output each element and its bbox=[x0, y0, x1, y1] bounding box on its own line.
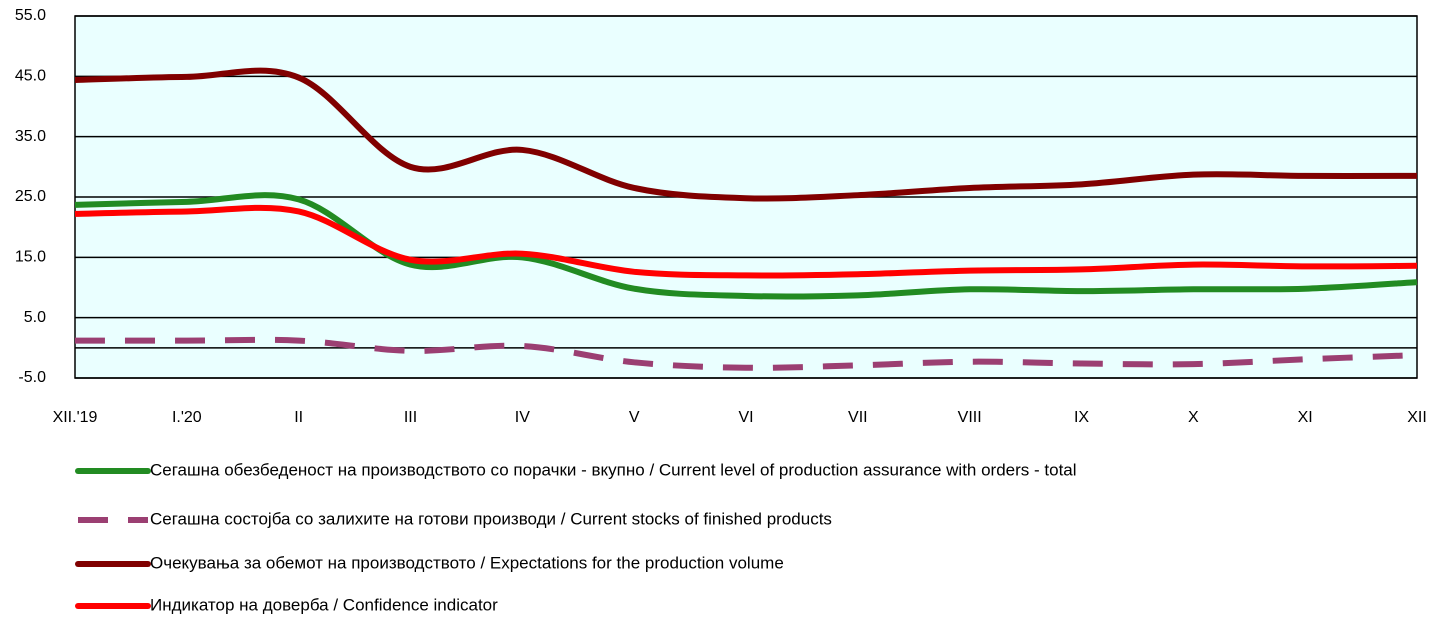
x-tick-label: VIII bbox=[958, 409, 982, 426]
y-tick-label: -5.0 bbox=[18, 369, 46, 386]
x-tick-label: XII bbox=[1407, 409, 1427, 426]
legend-text: Индикатор на доверба / Confidence indica… bbox=[150, 595, 498, 614]
x-tick-label: X bbox=[1188, 409, 1199, 426]
series-line bbox=[74, 67, 1418, 202]
legend-text: Сегашна обезбеденост на производството с… bbox=[150, 460, 1077, 479]
y-tick-label: 15.0 bbox=[15, 249, 46, 266]
x-tick-label: V bbox=[629, 409, 640, 426]
y-tick-label: 5.0 bbox=[24, 309, 46, 326]
x-tick-label: IX bbox=[1074, 409, 1089, 426]
x-tick-label: VII bbox=[848, 409, 868, 426]
x-tick-label: XII.'19 bbox=[53, 409, 98, 426]
y-tick-label: 35.0 bbox=[15, 128, 46, 145]
y-tick-label: 55.0 bbox=[15, 7, 46, 24]
legend-text: Сегашна состојба со залихите на готови п… bbox=[150, 509, 832, 528]
x-tick-label: II bbox=[294, 409, 303, 426]
x-tick-label: IV bbox=[515, 409, 530, 426]
series-line bbox=[75, 336, 1418, 371]
plot-border bbox=[74, 15, 1418, 379]
series-line bbox=[74, 204, 1418, 279]
series-line bbox=[74, 192, 1418, 300]
y-tick-label: 45.0 bbox=[15, 68, 46, 85]
x-tick-label: XI bbox=[1298, 409, 1313, 426]
x-tick-label: I.'20 bbox=[172, 409, 202, 426]
legend-text: Очекувања за обемот на производството / … bbox=[150, 553, 784, 572]
x-tick-label: III bbox=[404, 409, 417, 426]
x-tick-label: VI bbox=[738, 409, 753, 426]
y-tick-label: 25.0 bbox=[15, 188, 46, 205]
